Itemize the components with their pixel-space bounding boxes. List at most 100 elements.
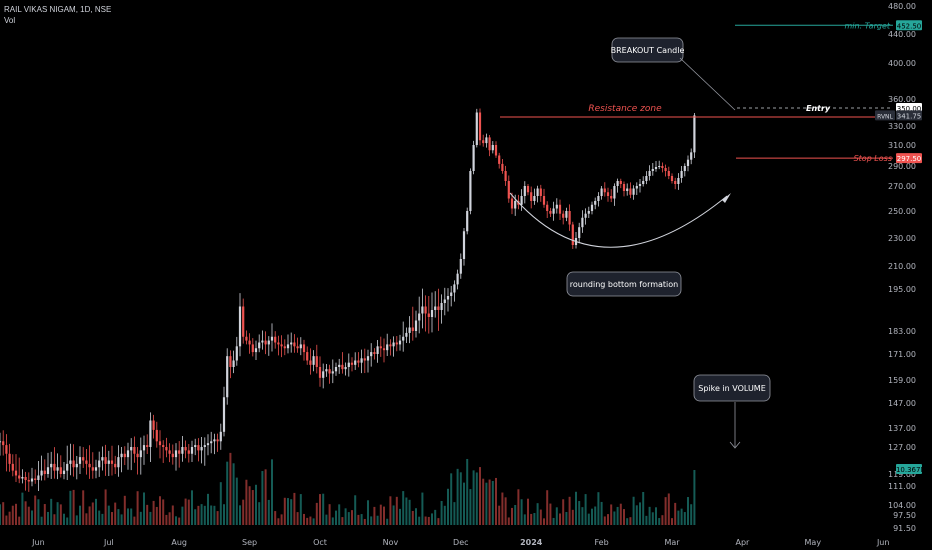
x-tick-label: Apr	[735, 538, 750, 547]
volume-bar	[443, 505, 446, 525]
candle-body	[648, 171, 651, 176]
volume-bar	[235, 477, 238, 525]
volume-bar	[395, 496, 398, 525]
candle-body	[280, 344, 283, 347]
volume-bar	[303, 513, 305, 525]
volume-bar	[539, 509, 542, 525]
volume-bar	[63, 513, 65, 525]
x-tick-label: Mar	[664, 538, 680, 547]
candle-body	[251, 344, 254, 353]
ticker-badge-bg	[875, 110, 895, 121]
candle-body	[555, 204, 558, 209]
y-tick-label: 330.00	[888, 122, 916, 131]
candle-body	[482, 140, 485, 144]
candle-body	[514, 201, 517, 209]
volume-bar	[523, 514, 526, 525]
candle-body	[216, 439, 219, 442]
y-tick-label: 195.00	[888, 285, 916, 294]
candle-body	[261, 340, 264, 343]
candle-body	[453, 284, 456, 293]
candle-body	[98, 460, 101, 468]
volume-bar	[610, 504, 613, 525]
candle-body	[242, 306, 245, 337]
candle-body	[27, 480, 30, 482]
volume-bar	[482, 478, 485, 525]
volume-bar	[520, 499, 523, 525]
volume-bar	[347, 512, 350, 525]
volume-bar	[98, 510, 101, 525]
volume-badge: 110.367M	[892, 466, 927, 474]
volume-bar	[226, 461, 229, 525]
volume-bar	[258, 502, 261, 525]
candle-body	[587, 211, 590, 214]
volume-bar	[402, 491, 405, 525]
candle-body	[69, 460, 72, 464]
volume-bar	[267, 499, 270, 525]
candle-body	[130, 447, 133, 451]
volume-bar	[315, 502, 318, 525]
volume-bar	[635, 505, 638, 525]
volume-bar	[667, 493, 670, 525]
target-badge: 452.50	[897, 22, 922, 30]
candle-body	[40, 470, 43, 476]
volume-bar	[543, 518, 545, 525]
volume-indicator-label[interactable]: Vol	[4, 16, 16, 25]
volume-bar	[111, 512, 113, 525]
candle-body	[504, 171, 507, 181]
volume-bar	[178, 517, 181, 525]
volume-bar	[415, 508, 417, 525]
volume-bar	[34, 495, 37, 525]
volume-bar	[56, 502, 59, 525]
volume-bar	[434, 509, 437, 525]
volume-bar	[597, 492, 600, 525]
symbol-title[interactable]: RAIL VIKAS NIGAM, 1D, NSE	[4, 5, 112, 14]
volume-bar	[271, 459, 273, 525]
candle-body	[533, 196, 536, 201]
volume-bar	[427, 516, 430, 525]
volume-bar	[373, 506, 376, 525]
candle-body	[597, 196, 600, 201]
candle-body	[485, 137, 488, 144]
candle-body	[347, 362, 350, 367]
candle-body	[443, 299, 446, 303]
volume-bar	[120, 514, 123, 525]
volume-bar	[187, 499, 190, 525]
candle-body	[18, 475, 21, 479]
candle-body	[613, 186, 616, 199]
y-tick-label: 171.00	[888, 350, 916, 359]
volume-bar	[207, 493, 209, 525]
volume-bar	[328, 504, 331, 525]
volume-bar	[331, 517, 334, 525]
stop-loss-badge: 297.50	[897, 155, 922, 163]
candle-body	[59, 467, 62, 474]
candle-body	[680, 171, 683, 178]
candle-body	[66, 463, 69, 471]
y-tick-label: 159.00	[888, 376, 916, 385]
volume-bar	[200, 504, 203, 525]
candle-body	[686, 159, 690, 166]
volume-bar	[431, 513, 433, 525]
candle-body	[594, 201, 597, 205]
volume-bar	[363, 518, 366, 525]
volume-bar	[223, 504, 225, 525]
volume-bar	[671, 518, 673, 525]
candle-body	[459, 259, 462, 274]
spike-arrowhead	[729, 441, 741, 449]
candle-body	[245, 336, 248, 341]
candle-body	[558, 204, 562, 214]
volume-bar	[514, 504, 517, 525]
spike-callout-box	[693, 374, 771, 402]
volume-bar	[139, 511, 142, 525]
volume-bar	[648, 506, 651, 525]
volume-bar	[11, 505, 14, 525]
volume-bar	[162, 499, 165, 525]
candle-body	[302, 344, 306, 353]
volume-bar	[533, 512, 536, 525]
candle-body	[94, 467, 98, 471]
candle-body	[421, 306, 424, 314]
candle-body	[299, 344, 302, 349]
volume-bar	[322, 493, 325, 525]
volume-bar	[133, 516, 136, 525]
